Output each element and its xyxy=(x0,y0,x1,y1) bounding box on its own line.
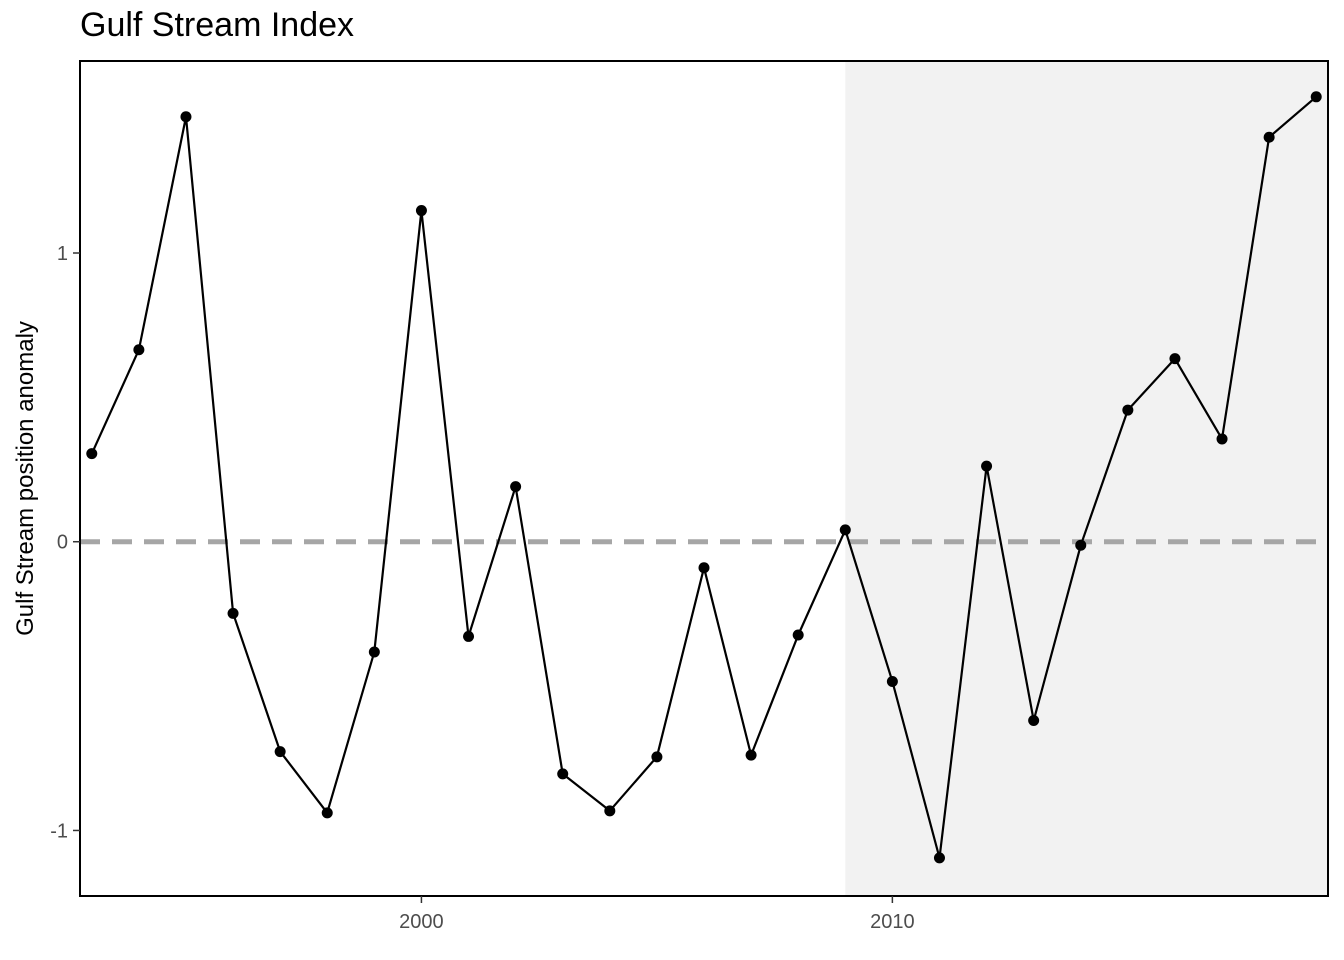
chart-title: Gulf Stream Index xyxy=(80,6,355,44)
data-point-2019 xyxy=(1310,91,1322,103)
data-point-2015 xyxy=(1122,404,1134,416)
data-point-2001 xyxy=(463,630,475,642)
data-point-2000 xyxy=(415,205,427,217)
data-point-2012 xyxy=(981,460,993,472)
data-point-2014 xyxy=(1075,539,1087,551)
data-point-2013 xyxy=(1028,714,1040,726)
data-point-2011 xyxy=(933,852,945,864)
series-layer xyxy=(86,91,1322,864)
data-point-1997 xyxy=(274,746,286,758)
y-axis-title: Gulf Stream position anomaly xyxy=(12,321,39,636)
data-point-2007 xyxy=(745,749,757,761)
data-point-1994 xyxy=(133,344,145,356)
data-point-2003 xyxy=(557,768,569,780)
shaded-period-region xyxy=(845,62,1328,895)
data-point-2004 xyxy=(604,805,616,817)
data-point-2005 xyxy=(651,751,663,763)
data-point-1996 xyxy=(227,607,239,619)
data-point-2009 xyxy=(839,524,851,536)
y-tick-label: 0 xyxy=(57,532,68,554)
data-point-2002 xyxy=(510,481,522,493)
data-point-1999 xyxy=(368,646,380,658)
data-point-1998 xyxy=(321,807,333,819)
data-point-2017 xyxy=(1216,433,1228,445)
data-point-1993 xyxy=(86,448,98,460)
plot-frame xyxy=(79,60,1329,897)
data-point-2010 xyxy=(886,675,898,687)
x-tick-label: 2010 xyxy=(870,911,915,933)
y-tick-label: -1 xyxy=(50,820,68,842)
y-tick-label: 1 xyxy=(57,243,68,265)
axis-layer: -1 0 1 2000 2010 xyxy=(50,243,914,933)
data-point-2008 xyxy=(792,629,804,641)
data-point-1995 xyxy=(180,111,192,123)
data-point-2006 xyxy=(698,562,710,574)
data-point-2016 xyxy=(1169,353,1181,365)
x-tick-label: 2000 xyxy=(399,911,444,933)
data-point-2018 xyxy=(1263,131,1275,143)
